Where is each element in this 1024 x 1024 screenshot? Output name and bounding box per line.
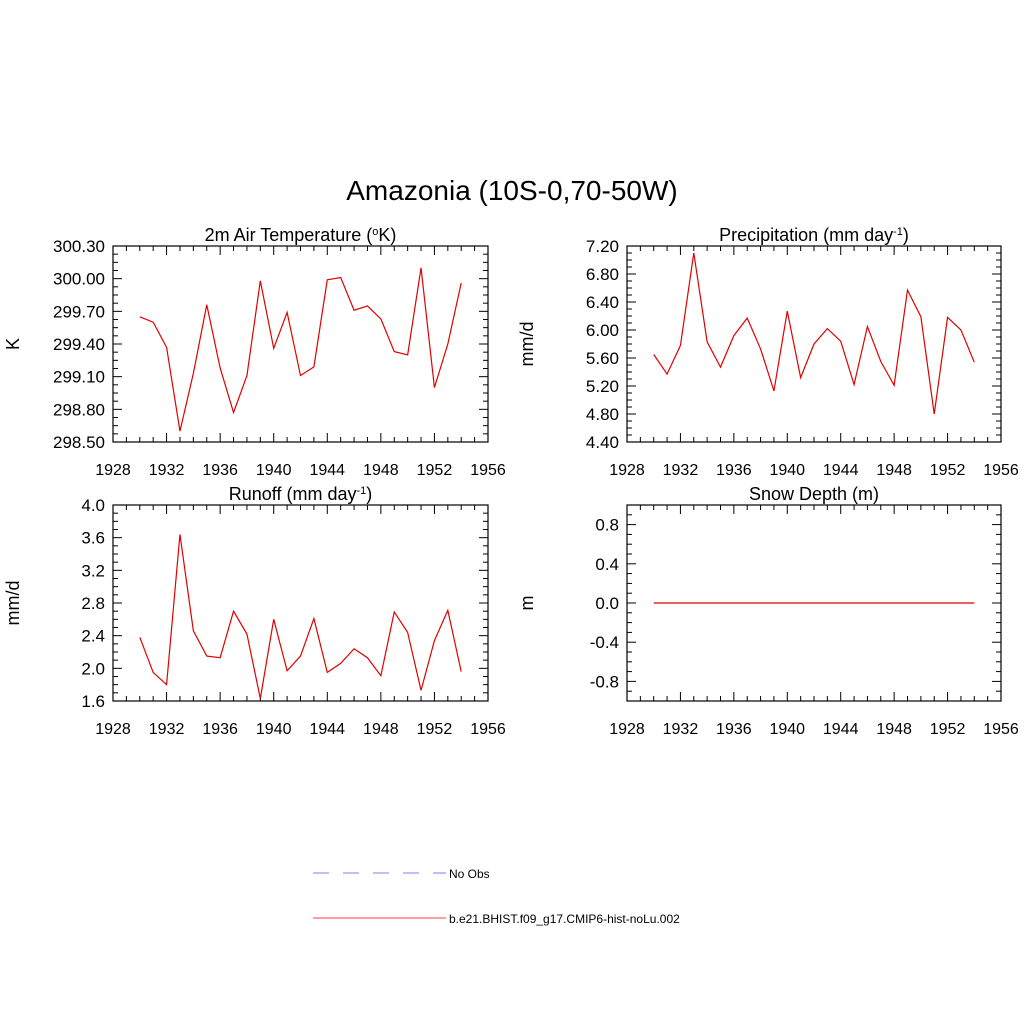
y-tick-label: 0.4: [595, 555, 619, 574]
y-tick-label: 0.0: [595, 594, 619, 613]
title-end: ): [366, 484, 372, 504]
title-end: ): [903, 225, 909, 245]
y-tick-label: -0.4: [590, 633, 619, 652]
y-tick-label: 5.20: [586, 377, 619, 396]
y-tick-label: 298.50: [53, 433, 105, 452]
x-tick-label: 1932: [149, 462, 185, 479]
x-tick-label: 1928: [609, 721, 645, 738]
y-tick-label: 4.40: [586, 433, 619, 452]
x-tick-label: 1944: [309, 462, 345, 479]
y-tick-label: 6.80: [586, 265, 619, 284]
title-superscript: -1: [893, 226, 903, 238]
y-tick-label: 7.20: [586, 237, 619, 256]
y-axis-label: mm/d: [3, 581, 23, 626]
chart-panel-2: 1928 1932 1936 1940 1944 1948 1952 1956 4.40 4.80…: [517, 225, 1019, 479]
x-tick-label: 1928: [95, 721, 131, 738]
x-tick-label: 1948: [363, 721, 399, 738]
x-tick-label: 1932: [149, 721, 185, 738]
panel-title: Precipitation (mm day-1): [719, 225, 909, 245]
x-tick-label: 1956: [470, 721, 506, 738]
x-tick-label: 1948: [876, 462, 912, 479]
x-tick-label: 1948: [363, 462, 399, 479]
title-unit: K): [378, 225, 396, 245]
chart-panel-3: 1928 1932 1936 1940 1944 1948 1952 1956 1.6 2.0 2.…: [3, 484, 506, 738]
x-tick-label: 1956: [983, 462, 1019, 479]
x-tick-label: 1928: [609, 462, 645, 479]
y-tick-label: 2.8: [81, 594, 105, 613]
plot-frame: [112, 245, 489, 443]
y-axis-label: K: [3, 338, 23, 350]
x-tick-label: 1940: [256, 721, 292, 738]
x-tick-label: 1932: [663, 462, 699, 479]
x-tick-label: 1936: [716, 721, 752, 738]
x-tick-label: 1944: [823, 462, 859, 479]
y-tick-label: 6.40: [586, 293, 619, 312]
panel-title: Runoff (mm day-1): [229, 484, 373, 504]
x-tick-label: 1928: [95, 462, 131, 479]
x-tick-label: 1952: [930, 721, 966, 738]
y-tick-label: 300.00: [53, 270, 105, 289]
y-tick-label: 299.70: [53, 302, 105, 321]
series-line: [139, 534, 462, 699]
x-tick-label: 1956: [470, 462, 506, 479]
y-tick-label: 4.80: [586, 405, 619, 424]
x-tick-label: 1944: [309, 721, 345, 738]
x-tick-label: 1952: [930, 462, 966, 479]
x-tick-label: 1940: [769, 721, 805, 738]
y-tick-label: 2.0: [81, 659, 105, 678]
series-line: [139, 267, 462, 432]
y-tick-label: 1.6: [81, 692, 105, 711]
y-tick-label: 300.30: [53, 237, 105, 256]
x-tick-label: 1952: [417, 462, 453, 479]
x-tick-label: 1956: [983, 721, 1019, 738]
x-tick-label: 1940: [769, 462, 805, 479]
series-line: [653, 252, 975, 415]
panel-title: 2m Air Temperature (oK): [205, 225, 397, 245]
y-tick-label: 299.40: [53, 335, 105, 354]
y-axis-label: mm/d: [517, 322, 537, 367]
x-tick-label: 1944: [823, 721, 859, 738]
y-tick-label: 298.80: [53, 400, 105, 419]
x-tick-label: 1936: [716, 462, 752, 479]
y-tick-label: 3.6: [81, 529, 105, 548]
y-tick-label: 5.60: [586, 349, 619, 368]
y-tick-label: 6.00: [586, 321, 619, 340]
panel-title: Snow Depth (m): [749, 484, 879, 504]
legend: No Obs b.e21.BHIST.f09_g17.CMIP6-hist-noL…: [313, 867, 680, 926]
y-tick-label: 3.2: [81, 561, 105, 580]
y-tick-label: -0.8: [590, 672, 619, 691]
x-tick-label: 1940: [256, 462, 292, 479]
y-tick-label: 299.10: [53, 368, 105, 387]
x-tick-label: 1948: [876, 721, 912, 738]
page-title: Amazonia (10S-0,70-50W): [346, 175, 678, 206]
x-tick-label: 1936: [202, 462, 238, 479]
chart-panel-1: 1928 1932 1936 1940 1944 1948 1952 1956 298.50 29…: [3, 225, 506, 479]
y-tick-label: 2.4: [81, 627, 105, 646]
chart-panel-4: 1928 1932 1936 1940 1944 1948 1952 1956 -0.8 -0.4…: [517, 484, 1019, 738]
legend-label-2: b.e21.BHIST.f09_g17.CMIP6-hist-noLu.002: [449, 912, 680, 926]
x-tick-label: 1952: [417, 721, 453, 738]
x-tick-label: 1936: [202, 721, 238, 738]
plot-frame: [112, 504, 489, 702]
title-superscript: o: [372, 226, 378, 238]
y-tick-label: 0.8: [595, 516, 619, 535]
y-axis-label: m: [517, 596, 537, 611]
x-tick-label: 1932: [663, 721, 699, 738]
legend-label-1: No Obs: [449, 867, 490, 881]
title-superscript: -1: [356, 485, 366, 497]
y-tick-label: 4.0: [81, 496, 105, 515]
